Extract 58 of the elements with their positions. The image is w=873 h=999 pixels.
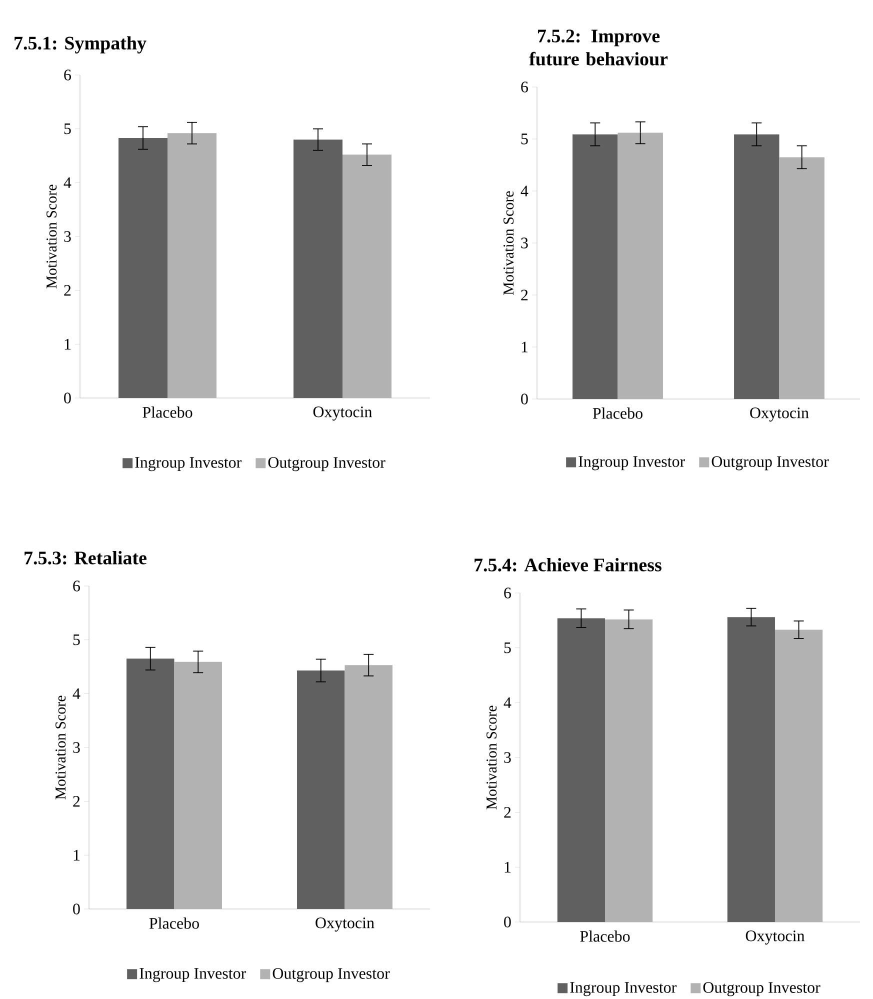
- x-tick-label: Placebo: [580, 930, 630, 942]
- y-tick-label: 5: [64, 124, 71, 134]
- y-tick-label: 6: [521, 82, 528, 92]
- bar: [734, 134, 780, 399]
- y-tick-label: 3: [504, 752, 511, 763]
- y-tick-label: 4: [520, 186, 528, 196]
- y-tick-label: 4: [64, 177, 72, 188]
- bar: [572, 134, 618, 399]
- chart-title: 7.5.1: Sympathy: [14, 36, 146, 54]
- bar: [557, 618, 605, 922]
- legend-label: Ingroup Investor: [135, 457, 242, 472]
- y-tick-label: 2: [73, 796, 80, 807]
- y-tick-label: 1: [504, 862, 511, 872]
- chart-title: 7.5.3: Retaliate: [24, 551, 146, 564]
- y-tick-label: 0: [521, 394, 528, 404]
- y-tick-label: 2: [64, 285, 71, 296]
- x-tick-label: Placebo: [592, 408, 642, 419]
- y-tick-label: 6: [504, 588, 511, 598]
- y-axis-title: Motivation Score: [46, 184, 57, 288]
- y-tick-label: 3: [521, 238, 528, 248]
- y-axis-title: Motivation Score: [56, 696, 66, 800]
- y-tick-label: 2: [521, 290, 528, 300]
- y-axis-title: Motivation Score: [486, 706, 497, 810]
- y-tick-label: 0: [504, 916, 511, 928]
- x-tick-label: Oxytocin: [313, 406, 372, 421]
- legend-label: Outgroup Investor: [272, 968, 390, 982]
- y-tick-label: 4: [72, 688, 80, 699]
- y-tick-label: 0: [73, 904, 80, 914]
- y-tick-label: 1: [74, 850, 80, 860]
- y-tick-label: 5: [73, 634, 80, 646]
- y-tick-label: 6: [64, 70, 71, 80]
- x-tick-label: Placebo: [142, 406, 192, 418]
- legend-label: Ingroup Investor: [140, 968, 246, 982]
- y-tick-label: 0: [64, 392, 71, 404]
- y-tick-label: 2: [504, 807, 511, 818]
- y-tick-label: 5: [521, 134, 528, 144]
- y-tick-label: 5: [504, 642, 511, 654]
- chart-title: 7.5.4: Achieve Fairness: [474, 558, 662, 572]
- bar: [118, 138, 168, 398]
- y-tick-label: 3: [73, 742, 80, 753]
- legend-label: Outgroup Investor: [712, 456, 829, 470]
- y-tick-label: 3: [64, 231, 71, 242]
- y-tick-label: 1: [522, 342, 528, 352]
- y-tick-label: 1: [64, 338, 71, 350]
- bar: [727, 617, 775, 922]
- chart-title: 7.5.2: Improve future behaviour: [529, 30, 668, 66]
- y-tick-label: 6: [73, 580, 80, 592]
- legend-label: Outgroup Investor: [703, 982, 820, 996]
- x-tick-label: Oxytocin: [750, 408, 809, 422]
- y-tick-label: 4: [504, 697, 512, 708]
- legend-label: Ingroup Investor: [578, 456, 686, 470]
- y-axis-title: Motivation Score: [504, 191, 514, 295]
- x-tick-label: Oxytocin: [316, 918, 374, 932]
- bar: [293, 140, 342, 398]
- x-tick-label: Placebo: [149, 918, 199, 929]
- legend-label: Ingroup Investor: [570, 982, 677, 996]
- legend-label: Outgroup Investor: [268, 457, 386, 472]
- x-tick-label: Oxytocin: [746, 930, 805, 945]
